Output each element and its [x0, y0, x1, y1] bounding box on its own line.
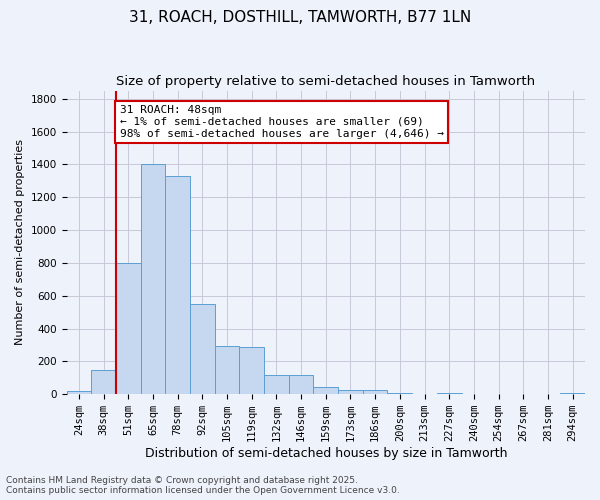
Bar — [165, 176, 190, 394]
Bar — [363, 390, 388, 394]
Bar — [264, 374, 289, 394]
Bar — [313, 387, 338, 394]
Bar — [215, 346, 239, 394]
Bar — [338, 390, 363, 394]
Text: Contains HM Land Registry data © Crown copyright and database right 2025.
Contai: Contains HM Land Registry data © Crown c… — [6, 476, 400, 495]
Bar — [116, 263, 140, 394]
X-axis label: Distribution of semi-detached houses by size in Tamworth: Distribution of semi-detached houses by … — [145, 447, 507, 460]
Bar — [239, 346, 264, 394]
Title: Size of property relative to semi-detached houses in Tamworth: Size of property relative to semi-detach… — [116, 75, 535, 88]
Text: 31 ROACH: 48sqm
← 1% of semi-detached houses are smaller (69)
98% of semi-detach: 31 ROACH: 48sqm ← 1% of semi-detached ho… — [119, 106, 443, 138]
Bar — [560, 393, 585, 394]
Text: 31, ROACH, DOSTHILL, TAMWORTH, B77 1LN: 31, ROACH, DOSTHILL, TAMWORTH, B77 1LN — [129, 10, 471, 25]
Bar — [67, 391, 91, 394]
Bar — [140, 164, 165, 394]
Bar — [91, 370, 116, 394]
Bar — [190, 304, 215, 394]
Y-axis label: Number of semi-detached properties: Number of semi-detached properties — [15, 140, 25, 346]
Bar — [289, 374, 313, 394]
